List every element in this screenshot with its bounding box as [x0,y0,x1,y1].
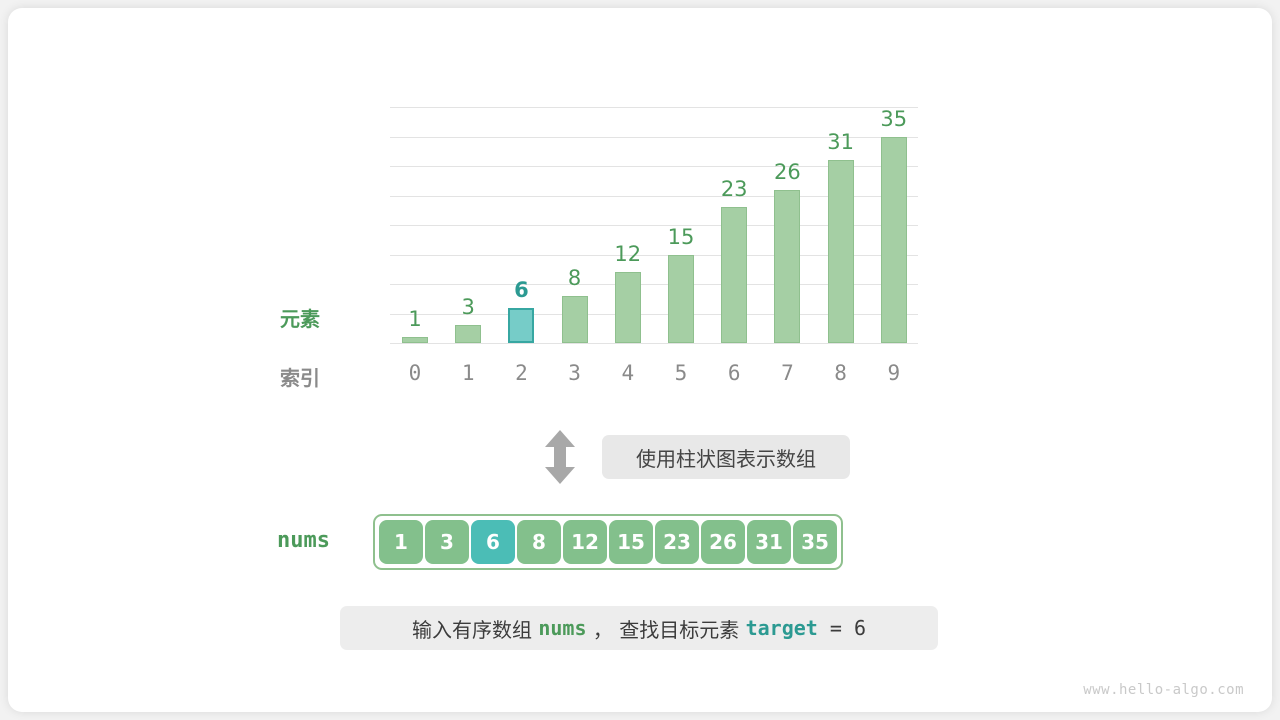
bar-value-label: 6 [514,277,529,302]
bar [614,272,641,343]
bar-value-label: 15 [667,224,695,249]
array-cell[interactable]: 8 [517,520,561,564]
caption-part2: ， 查找目标元素 [586,617,746,642]
gridline [390,284,918,285]
caption-target: target [745,616,818,640]
nums-array-box: 1 3 6 8 12 15 23 26 31 35 [373,514,843,570]
array-cell[interactable]: 3 [425,520,469,564]
bar-value-label: 8 [567,265,582,290]
chart-representation-tag: 使用柱状图表示数组 [602,435,850,479]
index-label: 7 [781,361,794,385]
gridline [390,166,918,167]
gridline [390,195,918,197]
index-label: 3 [568,361,581,385]
bar [668,254,694,343]
index-label: 1 [461,361,475,385]
array-cell[interactable]: 26 [701,520,745,564]
bar-value-label: 31 [827,130,854,155]
bar-value-label: 12 [614,242,642,267]
array-cell[interactable]: 15 [609,520,653,564]
gridline [390,136,918,138]
index-label: 6 [727,361,741,385]
caption-box: 输入有序数组 nums ， 查找目标元素 target = 6 [340,606,938,650]
bar [774,189,801,343]
gridline [390,107,918,108]
gridline [390,225,918,226]
double-arrow-vertical-icon [542,430,578,484]
bar [561,295,588,343]
watermark: www.hello-algo.com [1083,682,1244,698]
row-label-element: 元素 [280,307,320,331]
index-label: 9 [887,361,901,385]
gridline [390,254,918,256]
white-card [8,8,1272,712]
bar [827,160,854,343]
bar-value-label: 26 [774,159,801,184]
index-label: 0 [408,361,422,385]
row-label-index: 索引 [280,366,320,390]
array-cell[interactable]: 23 [655,520,699,564]
gridline [390,343,918,344]
gridline [390,313,918,315]
bar-value-label: 1 [408,307,422,332]
array-cell[interactable]: 31 [747,520,791,564]
bar [402,337,428,343]
index-label: 4 [621,361,635,385]
bar [455,325,482,343]
bar [508,307,535,343]
nums-label: nums [277,528,330,553]
index-label: 2 [515,361,528,385]
bar [880,136,907,343]
bar-value-label: 23 [720,177,748,202]
caption-equals: = [817,616,854,640]
caption-part1: 输入有序数组 [411,617,539,642]
caption-value: 6 [853,616,867,640]
array-cell[interactable]: 6 [471,520,515,564]
index-label: 8 [834,361,847,385]
array-cell[interactable]: 35 [793,520,837,564]
array-cell[interactable]: 1 [379,520,423,564]
bar [721,207,748,343]
caption-nums: nums [538,616,587,640]
array-cell[interactable]: 12 [563,520,607,564]
bar-value-label: 35 [880,106,908,131]
bar-value-label: 3 [461,295,475,320]
index-label: 5 [674,361,688,385]
bar-chart [390,107,918,344]
